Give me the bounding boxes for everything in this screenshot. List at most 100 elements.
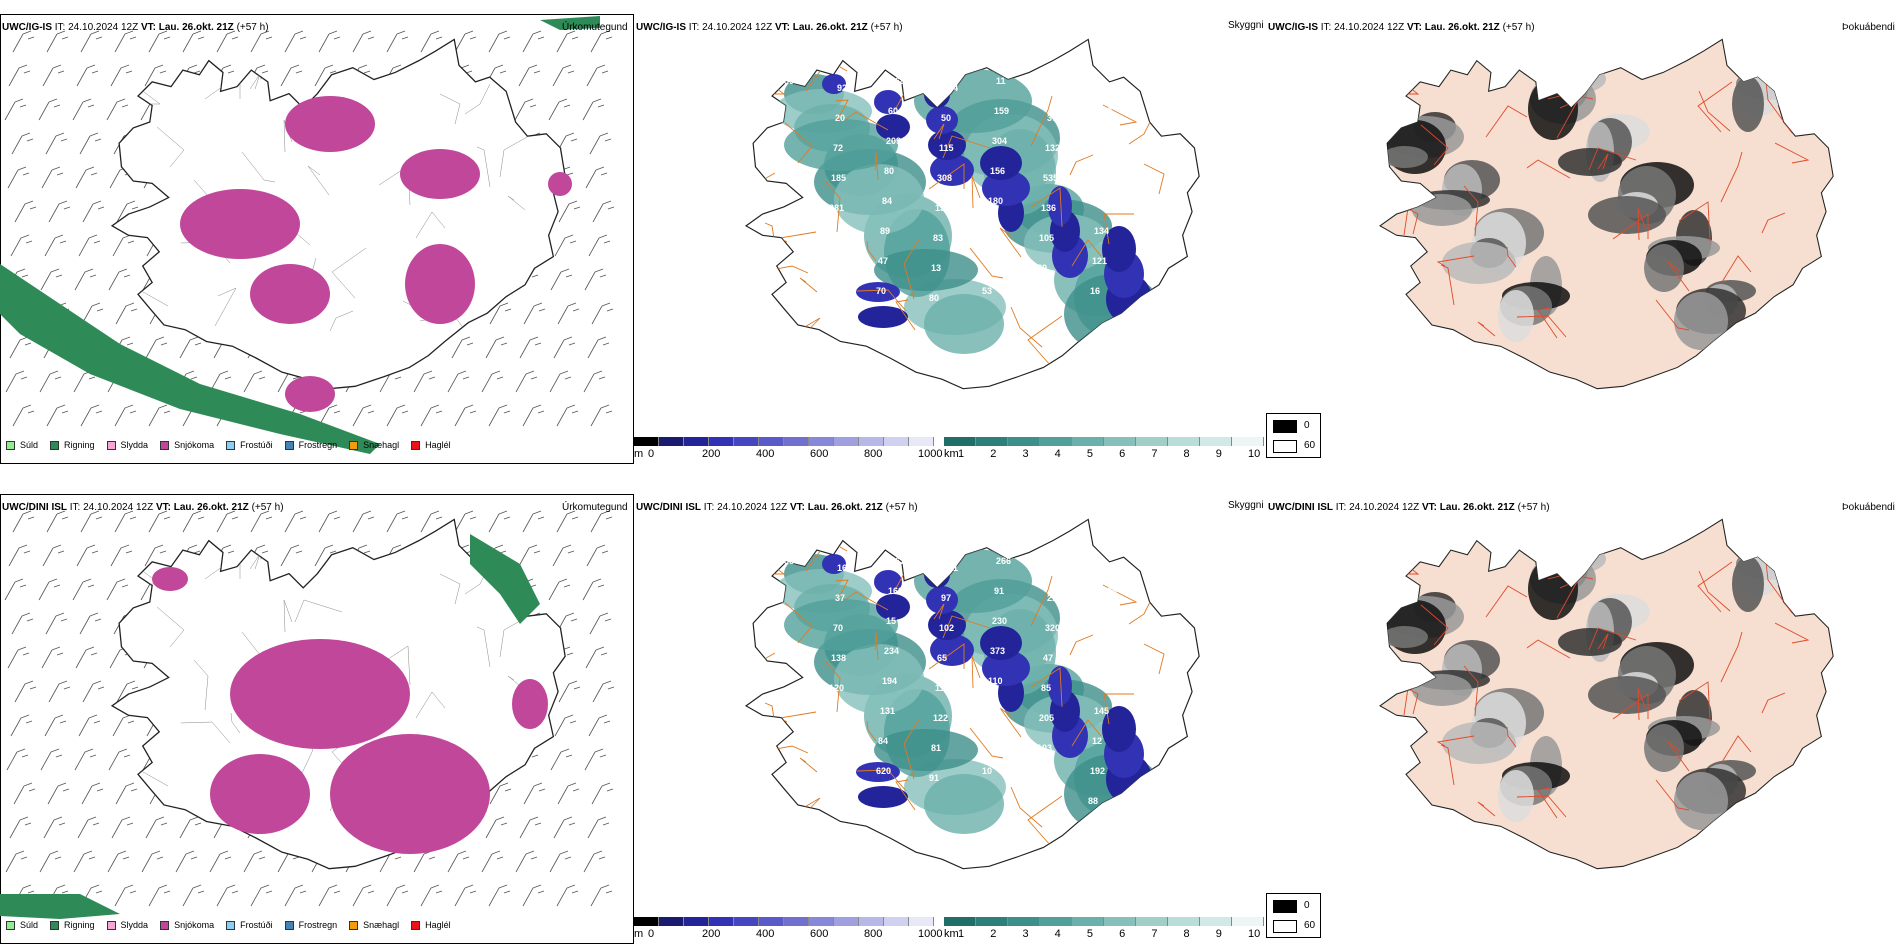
colorbar-segment	[659, 917, 684, 926]
colorbar-segment	[759, 437, 784, 446]
cloudbase-value: 80	[986, 226, 996, 236]
colorbar-segment	[659, 437, 684, 446]
cloudbase-value: 53	[1096, 676, 1106, 686]
colorbar-tick: 1	[958, 928, 965, 940]
cloud-title: Skyggni	[1228, 500, 1264, 511]
fog-header: UWC/IG-IS IT: 24.10.2024 12Z VT: Lau. 26…	[1268, 22, 1535, 34]
cloudbase-value: 85	[1041, 683, 1051, 693]
snow-areas	[152, 567, 548, 854]
colorbar-segment	[1136, 917, 1168, 926]
fog-title: Þokuábendi	[1842, 22, 1895, 33]
fog-panel	[1268, 494, 1900, 944]
it-value: 24.10.2024 12Z	[702, 22, 773, 33]
vt-value: Lau. 26.okt. 21Z	[1424, 22, 1500, 33]
legend-label: Súld	[20, 920, 39, 930]
fog-legend-high-swatch	[1273, 900, 1297, 913]
colorbar-tick: 0	[648, 928, 655, 940]
lead-time: (+57 h)	[885, 502, 918, 513]
legend-label: Snjókoma	[174, 440, 215, 450]
cloudbase-value: 230	[992, 616, 1007, 626]
cloudbase-value: 83	[933, 233, 943, 243]
cloudbase-value: 132	[1045, 143, 1060, 153]
legend-item-4: Frostúði	[226, 920, 273, 930]
cloudbase-value: 80	[884, 166, 894, 176]
cloudbase-value: 308	[937, 173, 952, 183]
legend-label: Frostúði	[240, 440, 273, 450]
fog-legend-low: 60	[1304, 920, 1316, 931]
cloudbase-value: 266	[996, 556, 1011, 566]
cloudbase-value: 70	[876, 286, 886, 296]
cloudbase-value: 65	[937, 653, 947, 663]
cloudbase-value: 175	[984, 256, 999, 266]
cloudbase-value: 205	[1039, 713, 1054, 723]
it-label: IT:	[1335, 502, 1347, 513]
legend-swatch	[349, 920, 359, 930]
colorbar-segment	[859, 437, 884, 446]
colorbar-segment	[1040, 917, 1072, 926]
vt-label: VT:	[155, 502, 171, 513]
visibility-colorbar: km 1 2 3 4 5 6 7 8 9 10	[944, 917, 1269, 943]
cloudbase-value: 11	[1035, 773, 1045, 783]
colorbar-segment	[1104, 917, 1136, 926]
legend-swatch	[411, 440, 421, 450]
legend-item-6: Snæhagl	[349, 440, 399, 450]
colorbar-tick: 7	[1151, 928, 1158, 940]
colorbar-segment	[684, 437, 709, 446]
cloud-base-map: 584 169 767 181 266 378 226 37 160 97 91 212 53 70 15 1…	[744, 518, 1200, 870]
colorbar-tick: 1000	[918, 448, 943, 460]
cloudbase-value: 103	[1037, 743, 1052, 753]
precip-header: UWC/IG-IS IT: 24.10.2024 12Z VT: Lau. 26…	[2, 22, 269, 34]
colorbar-segment	[709, 917, 734, 926]
colorbar-tick: 4	[1054, 448, 1061, 460]
cloudbase-value: 72	[833, 143, 843, 153]
vt-value: Lau. 26.okt. 21Z	[807, 502, 883, 513]
legend-label: Rigning	[64, 920, 95, 930]
lead-time: (+57 h)	[236, 22, 269, 33]
precip-map-frame	[0, 14, 634, 464]
colorbar-tick: 7	[1151, 448, 1158, 460]
colorbar-tick: 5	[1086, 448, 1093, 460]
cloud-header: UWC/DINI ISL IT: 24.10.2024 12Z VT: Lau.…	[636, 502, 918, 514]
cloudbase-value: 115	[939, 143, 954, 153]
cloudbase-value: 92	[837, 83, 847, 93]
cloudbase-value: 194	[882, 676, 897, 686]
cloudbase-value: 13	[935, 203, 945, 213]
precip-legend: Súld Rigning Slydda Snjókoma Frostúði Frostre…	[6, 920, 463, 930]
colorbar-tick: 9	[1215, 928, 1222, 940]
legend-item-1: Rigning	[50, 920, 95, 930]
legend-label: Snjókoma	[174, 920, 215, 930]
colorbar-segment	[1104, 437, 1136, 446]
legend-swatch	[284, 440, 294, 450]
vt-value: Lau. 26.okt. 21Z	[173, 502, 249, 513]
colorbar-unit: m	[634, 448, 644, 460]
colorbar-segment	[859, 917, 884, 926]
cloudbase-value: 110	[988, 676, 1003, 686]
fog-legend-high: 0	[1304, 900, 1310, 911]
it-label: IT:	[54, 22, 66, 33]
legend-label: Frostregn	[298, 920, 338, 930]
cloudbase-colorbar: m 0 200 400 600 800 1000	[634, 917, 942, 943]
cloudbase-value: 373	[990, 646, 1005, 656]
cloudbase-value: 91	[994, 586, 1004, 596]
cloudbase-value: 181	[943, 563, 958, 573]
cloudbase-value: 535	[1043, 173, 1058, 183]
visibility-colorbar: km 1 2 3 4 5 6 7 8 9 10	[944, 437, 1269, 463]
cloudbase-value: 620	[876, 766, 891, 776]
precip-type-panel: Súld Rigning Slydda Snjókoma Frostúði Frostre…	[0, 14, 634, 464]
cloudbase-value: 320	[1045, 623, 1060, 633]
cloudbase-labels: 59 92 168 184 11 108 79 20 60 50 159 37 63 72 209 115 30…	[784, 76, 1113, 303]
colorbar-tick: 600	[810, 928, 829, 940]
legend-swatch	[50, 440, 60, 450]
it-label: IT:	[703, 502, 715, 513]
cloudbase-value: 105	[1039, 233, 1054, 243]
vt-value: Lau. 26.okt. 21Z	[792, 22, 868, 33]
cloudbase-value: 13	[931, 263, 941, 273]
cloudbase-value: 131	[880, 706, 895, 716]
colorbar-tick: 2	[990, 928, 997, 940]
legend-item-2: Slydda	[106, 440, 148, 450]
legend-swatch	[6, 440, 15, 450]
it-label: IT:	[69, 502, 81, 513]
colorbar-segment	[634, 437, 659, 446]
colorbar-tick: 10	[1248, 448, 1261, 460]
cloudbase-value: 378	[1049, 563, 1064, 573]
